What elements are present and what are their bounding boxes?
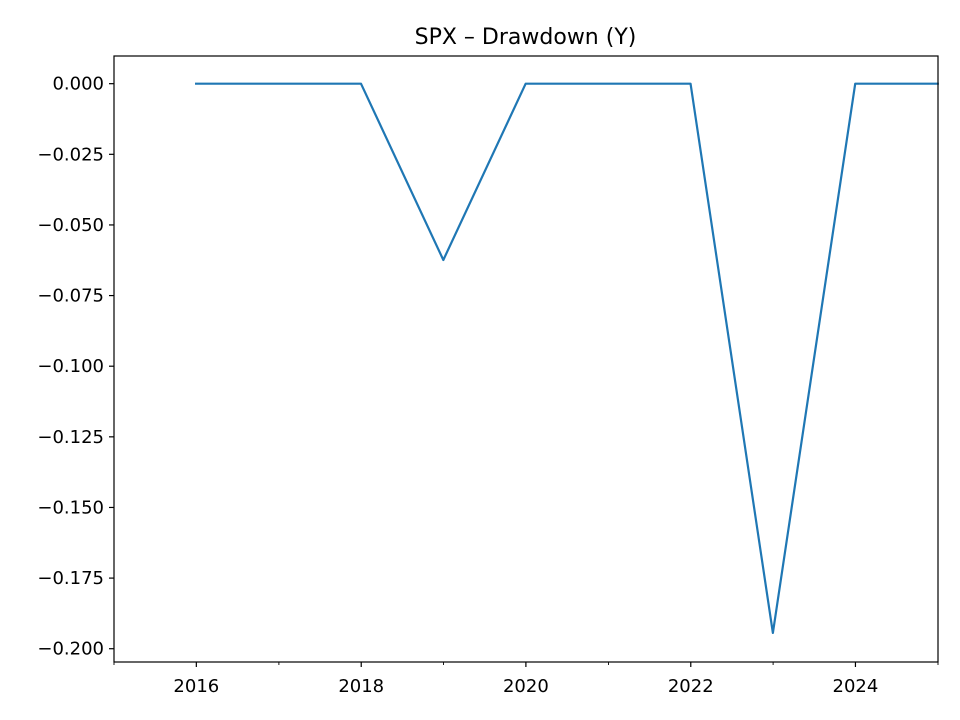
y-tick-label: −0.175 bbox=[37, 568, 104, 589]
x-tick-label: 2024 bbox=[833, 676, 879, 697]
x-tick-label: 2018 bbox=[338, 676, 384, 697]
x-tick-label: 2020 bbox=[503, 676, 549, 697]
series-line-0 bbox=[195, 82, 939, 635]
y-tick-label: −0.100 bbox=[37, 356, 104, 377]
x-tick-label: 2016 bbox=[173, 676, 219, 697]
y-tick-label: −0.200 bbox=[37, 639, 104, 660]
chart-title: SPX – Drawdown (Y) bbox=[415, 25, 637, 50]
y-tick-label: −0.125 bbox=[37, 427, 104, 448]
plot-frame bbox=[113, 55, 939, 663]
x-tick-label: 2022 bbox=[668, 676, 714, 697]
y-tick-label: −0.025 bbox=[37, 144, 104, 165]
y-tick-label: −0.150 bbox=[37, 497, 104, 518]
marks-layer bbox=[195, 82, 939, 635]
y-tick-label: 0.000 bbox=[52, 74, 104, 95]
y-tick-label: −0.050 bbox=[37, 215, 104, 236]
y-tick-label: −0.075 bbox=[37, 286, 104, 307]
axes-layer: 0.000 −0.025 −0.050 −0.075 −0.100 −0.125 −0.15… bbox=[37, 74, 939, 697]
